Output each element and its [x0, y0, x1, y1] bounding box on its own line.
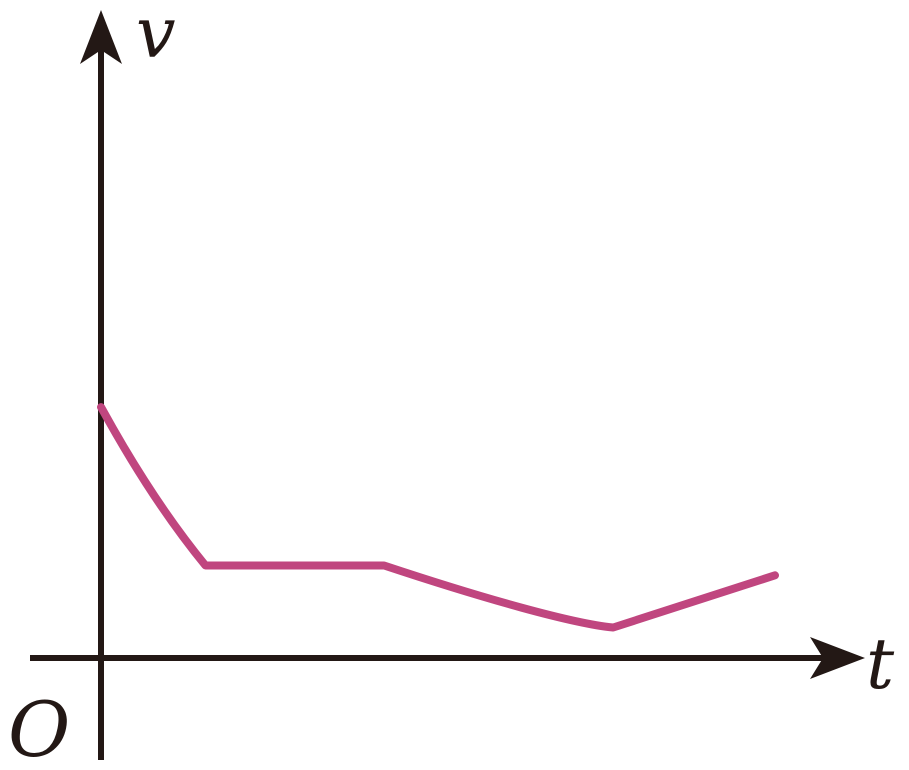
x-axis-arrow-icon: [810, 637, 865, 679]
series-layer: [97, 403, 779, 632]
y-axis-arrow-icon: [80, 10, 122, 64]
origin-label: O: [8, 685, 70, 770]
series-line-0: [97, 403, 779, 632]
y-axis-label: v: [136, 0, 176, 74]
x-axis-label: t: [866, 623, 895, 705]
